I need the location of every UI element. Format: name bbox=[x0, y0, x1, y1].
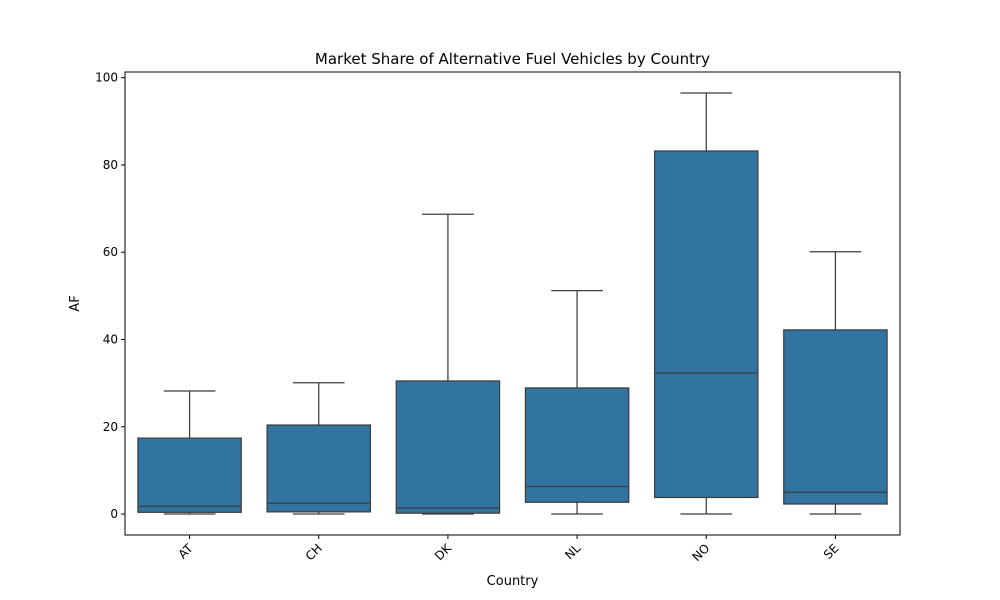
box-iqr bbox=[653, 150, 759, 499]
x-tick-label: NL bbox=[562, 541, 583, 562]
x-axis-label: Country bbox=[487, 574, 539, 589]
box-DK bbox=[395, 213, 501, 515]
x-tick-label: NO bbox=[689, 541, 712, 564]
box-NL bbox=[524, 290, 630, 515]
y-tick-label: 20 bbox=[103, 420, 118, 434]
box-iqr bbox=[137, 437, 242, 513]
x-tick-label: CH bbox=[303, 541, 325, 563]
y-axis-label: AF bbox=[68, 295, 83, 311]
y-tick-label: 100 bbox=[95, 71, 118, 85]
x-tick-label: AT bbox=[175, 541, 196, 562]
box-SE bbox=[783, 251, 888, 515]
box-iqr bbox=[395, 380, 501, 514]
x-tick-label: DK bbox=[432, 540, 455, 563]
y-tick-label: 60 bbox=[103, 245, 118, 259]
plot-frame bbox=[124, 71, 901, 536]
box-NO bbox=[653, 92, 759, 515]
y-tick-label: 40 bbox=[103, 333, 118, 347]
box-iqr bbox=[266, 424, 372, 513]
y-axis: 0 20 40 60 80 100 bbox=[95, 71, 125, 521]
chart-title: Market Share of Alternative Fuel Vehicle… bbox=[315, 50, 710, 68]
box-iqr bbox=[524, 387, 630, 503]
box-CH bbox=[266, 382, 372, 515]
y-tick-label: 0 bbox=[110, 507, 118, 521]
y-tick-label: 80 bbox=[103, 158, 118, 172]
box-iqr bbox=[783, 329, 888, 505]
x-tick-label: SE bbox=[821, 541, 842, 562]
plot-area bbox=[137, 92, 888, 515]
box-AT bbox=[137, 390, 242, 515]
x-axis: AT CH DK NL NO SE bbox=[175, 535, 842, 564]
